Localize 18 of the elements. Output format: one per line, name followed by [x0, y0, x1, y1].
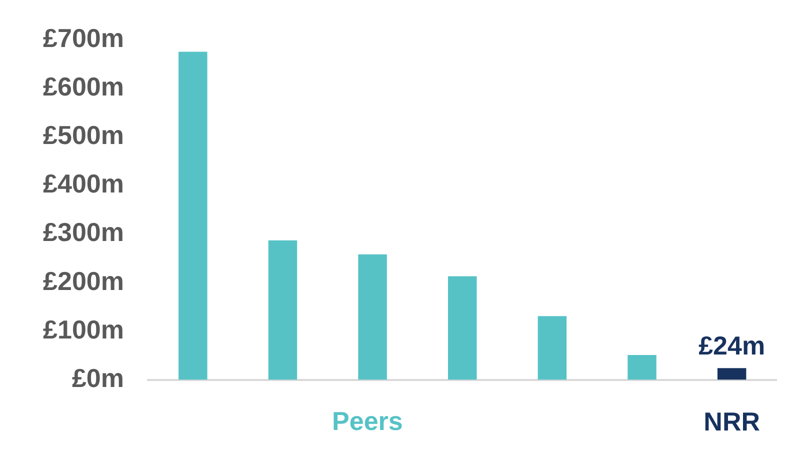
y-tick-label: £100m [43, 314, 124, 344]
x-tick-label: NRR [704, 406, 760, 437]
y-tick-label: £700m [43, 22, 124, 53]
y-tick-label: £300m [43, 217, 124, 248]
y-tick-label: £600m [43, 71, 124, 102]
text: Peers [332, 406, 403, 436]
y-tick-label: £200m [43, 266, 124, 296]
bar [717, 368, 746, 380]
bar [628, 355, 656, 380]
y-tick-label: £0m [72, 362, 124, 393]
bar [268, 240, 298, 380]
data-label: £24m [698, 330, 766, 360]
y-tick-label: £500m [43, 120, 124, 150]
bar [358, 254, 387, 380]
y-tick-label: £400m [43, 168, 124, 199]
bar [178, 52, 208, 380]
bar [448, 276, 477, 380]
bar [538, 316, 567, 380]
